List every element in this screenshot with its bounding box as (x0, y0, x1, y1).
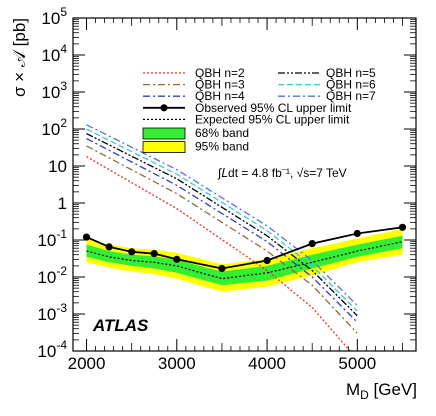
labels-layer: MD [GeV] σ × 𝒜 [pb] ATLAS ∫𝐿dt = 4.8 fb⁻¹, … (10, 18, 417, 402)
observed-point (263, 256, 271, 265)
legend-label: QBH n=6 (326, 78, 376, 92)
y-tick-label: 10-4 (37, 338, 67, 361)
y-tick-label: 10-2 (37, 264, 67, 287)
plot-frame (72, 17, 417, 352)
theory-curves-layer (86, 124, 358, 351)
y-tick-label: 10-1 (37, 227, 67, 250)
legend-label: QBH n=7 (326, 89, 376, 103)
atlas-label: ATLAS (92, 316, 149, 335)
y-tick-label: 10 (48, 157, 67, 176)
x-axis-label: MD [GeV] (346, 380, 417, 402)
y-tick-label: 10-3 (37, 301, 67, 324)
x-tick-label: 4000 (248, 354, 286, 373)
observed-point (218, 264, 226, 273)
observed-point (353, 229, 361, 238)
band-95 (86, 228, 403, 292)
observed-point (308, 240, 316, 248)
legend-label: QBH n=2 (195, 66, 245, 80)
theory-curve-n6 (86, 128, 358, 312)
observed-point (150, 250, 158, 258)
observed-point (398, 223, 407, 231)
y-tick-label: 103 (41, 79, 67, 102)
x-tick-label: 3000 (158, 354, 196, 373)
theory-curve-n3 (86, 145, 358, 334)
y-tick-label: 102 (41, 116, 67, 139)
legend-label: QBH n=3 (195, 78, 245, 92)
expected-limit-line (86, 241, 403, 280)
legend-label: Expected 95% CL upper limit (195, 112, 350, 126)
y-axis-label: σ × 𝒜 [pb] (10, 18, 29, 97)
y-tick-label: 104 (41, 42, 67, 65)
observed-point (128, 248, 136, 256)
legend-swatch (142, 141, 186, 154)
theory-curve-n5 (86, 133, 358, 317)
legend-swatch (142, 127, 186, 140)
y-tick-label: 105 (41, 5, 67, 28)
legend-label: QBH n=5 (326, 66, 376, 80)
legend-label: 95% band (195, 140, 249, 154)
y-tick-label: 1 (58, 194, 67, 213)
luminosity-label: ∫𝐿dt = 4.8 fb⁻¹, √s=7 TeV (217, 166, 347, 180)
x-tick-label: 5000 (338, 354, 376, 373)
observed-limit-line (86, 226, 403, 270)
theory-curve-n7 (86, 124, 358, 306)
observed-point (105, 243, 113, 251)
x-tick-label: 2000 (68, 354, 106, 373)
axes-layer: 10-4 10-3 10-2 10-1 1 10 102 103 104 105 2000 3000 4… (37, 5, 416, 373)
legend-marker (160, 104, 168, 112)
theory-curve-n2 (86, 156, 352, 351)
observed-point (173, 255, 181, 263)
legend: QBH n=2 QBH n=5 QBH n=3 QBH n=6 QBH n=4 QBH n… (142, 66, 376, 154)
theory-curve-n4 (86, 138, 358, 323)
observed-point (82, 233, 91, 241)
legend-label: QBH n=4 (195, 89, 245, 103)
legend-label: Observed 95% CL upper limit (195, 101, 352, 115)
legend-label: 68% band (195, 126, 249, 140)
limit-curves-layer (82, 223, 407, 280)
